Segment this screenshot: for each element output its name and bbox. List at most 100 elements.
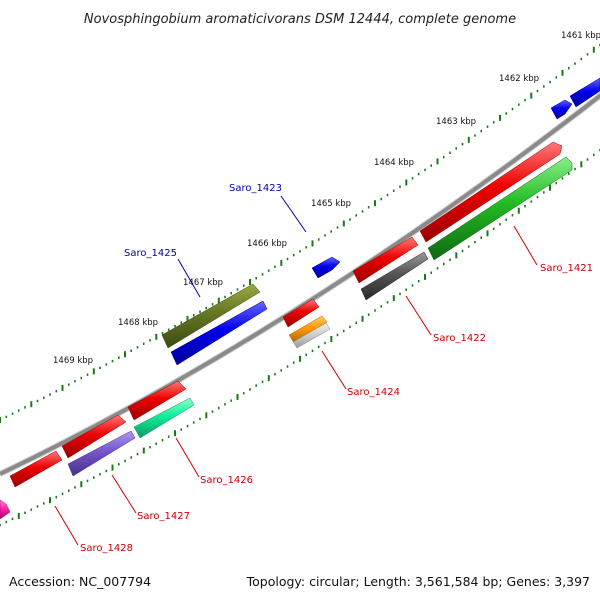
inner-scale-minor-tick [24, 511, 26, 514]
inner-scale-major-tick [392, 295, 395, 302]
inner-scale-minor-tick [374, 309, 376, 312]
gene-arrow-saro-1422-red[interactable] [352, 236, 419, 284]
inner-scale-major-tick [236, 393, 239, 400]
outer-scale-minor-tick [11, 412, 14, 415]
gene-arrow-saro-1424-orange[interactable] [288, 315, 328, 344]
inner-scale-minor-tick [43, 502, 45, 505]
inner-scale-minor-tick [167, 435, 170, 438]
inner-scale-minor-tick [242, 392, 245, 395]
gene-arrow-saro-1425-blue[interactable] [170, 300, 268, 366]
gene-arrow-saro-1422-gray[interactable] [360, 251, 429, 301]
map-title: Novosphingobium aromaticivorans DSM 1244… [84, 12, 516, 27]
genome-backbone [0, 91, 600, 477]
gene-label-saro-1422[interactable]: Saro_1422 [433, 333, 486, 344]
outer-scale-major-tick [530, 92, 533, 99]
gene-arrow-saro-1425[interactable] [161, 283, 261, 349]
outer-scale-major-tick [92, 368, 95, 375]
inner-scale-minor-tick [480, 236, 482, 239]
inner-scale-major-tick [80, 481, 83, 488]
gene-arrow-magenta[interactable] [0, 499, 11, 520]
gene-arrow-saro-1421-red[interactable] [419, 141, 563, 243]
inner-scale-major-tick [424, 273, 426, 280]
inner-scale-minor-tick [492, 227, 495, 230]
inner-scale-minor-tick [118, 463, 120, 466]
callout-saro-1422 [405, 295, 432, 336]
outer-scale-minor-tick [305, 246, 307, 249]
outer-scale-minor-tick [380, 197, 382, 201]
gene-arrow-saro-1421-green[interactable] [427, 156, 573, 261]
gene-label-saro-1427[interactable]: Saro_1427 [137, 511, 190, 522]
inner-scale-minor-tick [399, 292, 401, 296]
inner-scale-minor-tick [511, 214, 514, 217]
outer-scale-minor-tick [199, 310, 201, 313]
outer-scale-minor-tick [511, 107, 514, 111]
outer-scale-minor-tick [142, 342, 145, 345]
kbp-label-1462: 1462 kbp [499, 74, 539, 84]
gene-label-saro-1423[interactable]: Saro_1423 [229, 183, 282, 194]
gene-features [0, 77, 600, 520]
outer-scale-minor-tick [399, 185, 401, 188]
outer-scale-minor-tick [55, 390, 58, 393]
inner-scale-major-tick [174, 430, 176, 437]
outer-scale-minor-tick [361, 210, 364, 213]
inner-scale-minor-tick [199, 417, 201, 421]
callout-saro-1427 [111, 474, 137, 514]
callout-saro-1426 [175, 437, 200, 478]
gene-label-saro-1421[interactable]: Saro_1421 [540, 263, 593, 274]
inner-scale-major-tick [205, 412, 208, 419]
outer-scale-minor-tick [449, 151, 451, 154]
outer-scale-minor-tick [49, 393, 51, 396]
inner-scale-major-tick [580, 161, 583, 168]
gene-arrow-saro-1423[interactable] [311, 256, 341, 279]
outer-scale-minor-tick [261, 273, 264, 276]
inner-scale-minor-tick [411, 284, 414, 287]
inner-scale-minor-tick [0, 523, 1, 527]
callout-saro-1428 [54, 505, 79, 546]
kbp-label-1465: 1465 kbp [311, 199, 351, 209]
gene-arrow-saro-1427-red[interactable] [61, 414, 127, 459]
inner-scale-minor-tick [524, 205, 526, 208]
inner-scale-minor-tick [186, 424, 189, 428]
outer-scale-minor-tick [267, 269, 270, 272]
outer-scale-minor-tick [330, 230, 332, 233]
inner-scale-minor-tick [11, 517, 14, 521]
kbp-label-1468: 1468 kbp [118, 318, 158, 328]
outer-scale-minor-tick [386, 193, 389, 197]
inner-scale-minor-tick [124, 459, 126, 463]
outer-scale-minor-tick [574, 62, 576, 65]
outer-scale-minor-tick [443, 155, 445, 159]
gene-arrow-saro-1427-purple[interactable] [67, 430, 136, 477]
inner-scale-minor-tick [292, 361, 295, 364]
genome-summary-text: Topology: circular; Length: 3,561,584 bp… [246, 574, 590, 589]
gene-arrow-top-right-blue-1[interactable] [550, 99, 573, 120]
inner-scale-major-tick [486, 230, 489, 237]
inner-scale-minor-tick [499, 223, 501, 226]
outer-scale-minor-tick [292, 253, 295, 257]
gene-arrow-saro-1424-red[interactable] [282, 298, 320, 328]
gene-arrow-saro-1426-teal[interactable] [133, 397, 195, 439]
inner-scale-minor-tick [274, 373, 276, 376]
gene-label-saro-1426[interactable]: Saro_1426 [200, 475, 253, 486]
outer-scale-minor-tick [392, 189, 395, 192]
outer-scale-minor-tick [230, 292, 232, 295]
callout-saro-1425 [177, 258, 201, 298]
inner-scale-minor-tick [436, 267, 439, 270]
gene-arrow-saro-1428-red[interactable] [9, 450, 63, 488]
inner-scale-major-tick [549, 184, 551, 191]
gene-arrow-top-right-blue-2[interactable] [569, 77, 600, 108]
outer-scale-minor-tick [299, 250, 301, 253]
outer-scale-minor-tick [524, 98, 526, 102]
inner-scale-minor-tick [380, 305, 382, 308]
inner-scale-minor-tick [161, 439, 164, 442]
gene-label-saro-1428[interactable]: Saro_1428 [80, 543, 133, 554]
gene-arrow-saro-1426-red[interactable] [127, 380, 187, 421]
inner-scale-major-tick [299, 355, 301, 362]
inner-scale-minor-tick [36, 505, 39, 508]
outer-scale-minor-tick [105, 363, 108, 366]
inner-scale-minor-tick [324, 341, 326, 345]
gene-arrow-saro-1424-lightgray[interactable] [292, 322, 331, 349]
gene-label-saro-1425[interactable]: Saro_1425 [124, 248, 177, 259]
gene-label-saro-1424[interactable]: Saro_1424 [347, 387, 400, 398]
inner-scale-major-tick [142, 447, 145, 454]
